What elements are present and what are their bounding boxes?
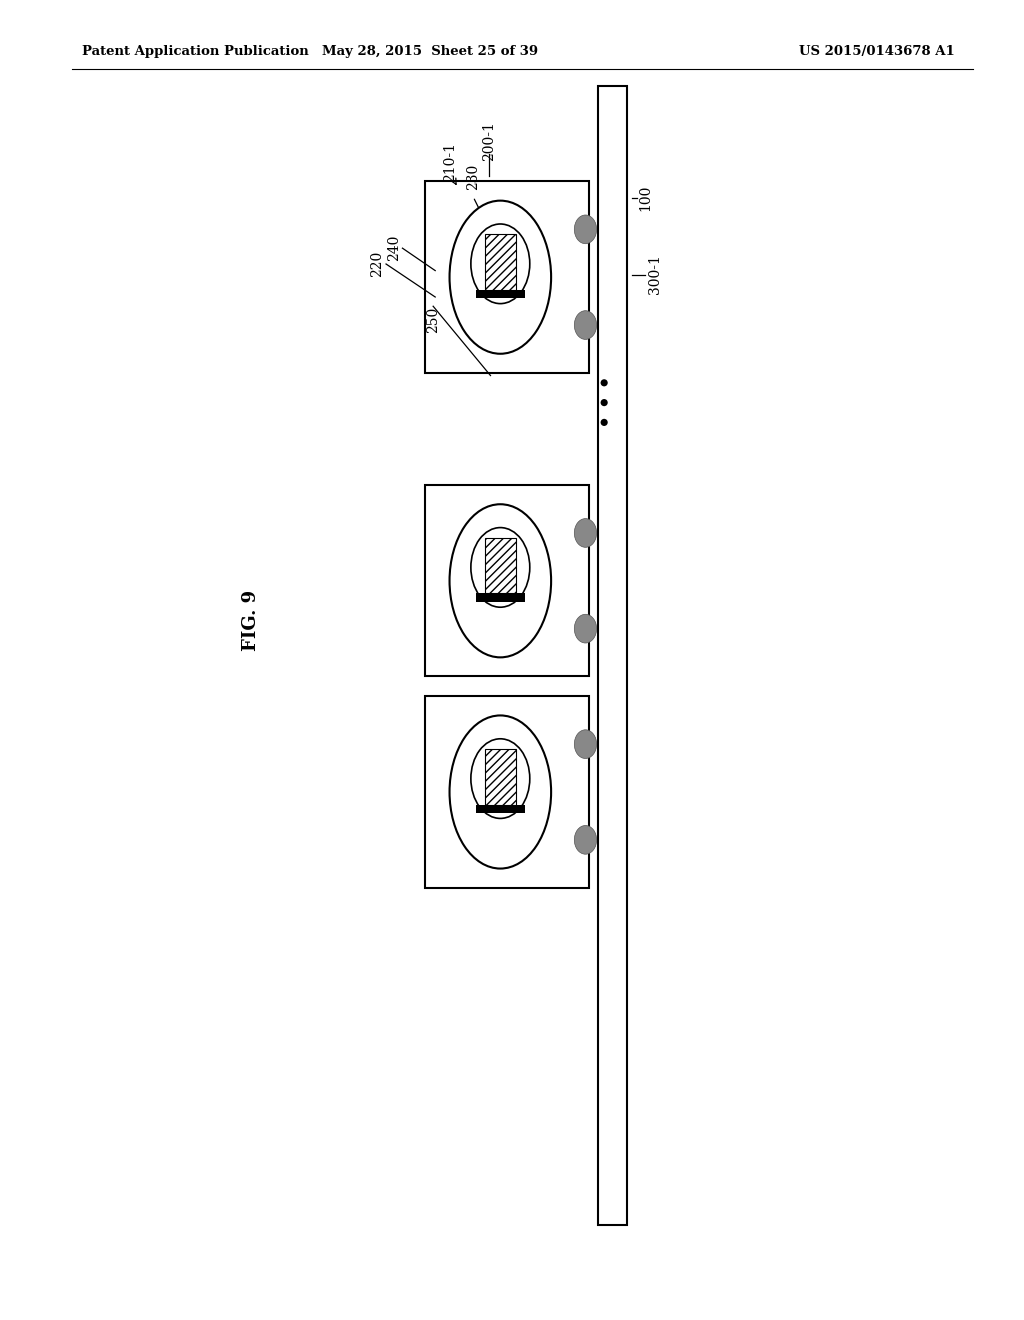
- Ellipse shape: [450, 715, 551, 869]
- Ellipse shape: [600, 379, 607, 387]
- Bar: [425, 484, 589, 676]
- Text: 240: 240: [387, 235, 401, 261]
- Text: Patent Application Publication: Patent Application Publication: [82, 45, 308, 58]
- Text: 250: 250: [426, 306, 440, 333]
- Bar: [425, 697, 589, 887]
- Text: FIG. 9: FIG. 9: [242, 590, 260, 651]
- Bar: [485, 748, 516, 805]
- Bar: [476, 594, 525, 602]
- Text: 300-1: 300-1: [648, 255, 663, 294]
- Bar: [425, 181, 589, 372]
- Ellipse shape: [600, 418, 607, 426]
- Bar: [476, 290, 525, 298]
- Ellipse shape: [574, 310, 597, 339]
- Text: 230: 230: [466, 164, 480, 190]
- Ellipse shape: [574, 614, 597, 643]
- Bar: [485, 234, 516, 290]
- Bar: [485, 537, 516, 594]
- Ellipse shape: [600, 399, 607, 407]
- Ellipse shape: [450, 201, 551, 354]
- Text: US 2015/0143678 A1: US 2015/0143678 A1: [799, 45, 954, 58]
- Bar: [476, 805, 525, 813]
- Text: 220: 220: [370, 251, 384, 277]
- Text: 200-1: 200-1: [482, 121, 497, 161]
- Ellipse shape: [574, 825, 597, 854]
- Text: 210-1: 210-1: [443, 143, 458, 182]
- Ellipse shape: [574, 519, 597, 548]
- Ellipse shape: [574, 730, 597, 759]
- Text: May 28, 2015  Sheet 25 of 39: May 28, 2015 Sheet 25 of 39: [322, 45, 539, 58]
- Ellipse shape: [471, 224, 529, 304]
- Ellipse shape: [450, 504, 551, 657]
- Ellipse shape: [471, 528, 529, 607]
- Ellipse shape: [574, 215, 597, 244]
- Bar: [598, 86, 627, 1225]
- Ellipse shape: [471, 739, 529, 818]
- Text: 100: 100: [638, 185, 652, 211]
